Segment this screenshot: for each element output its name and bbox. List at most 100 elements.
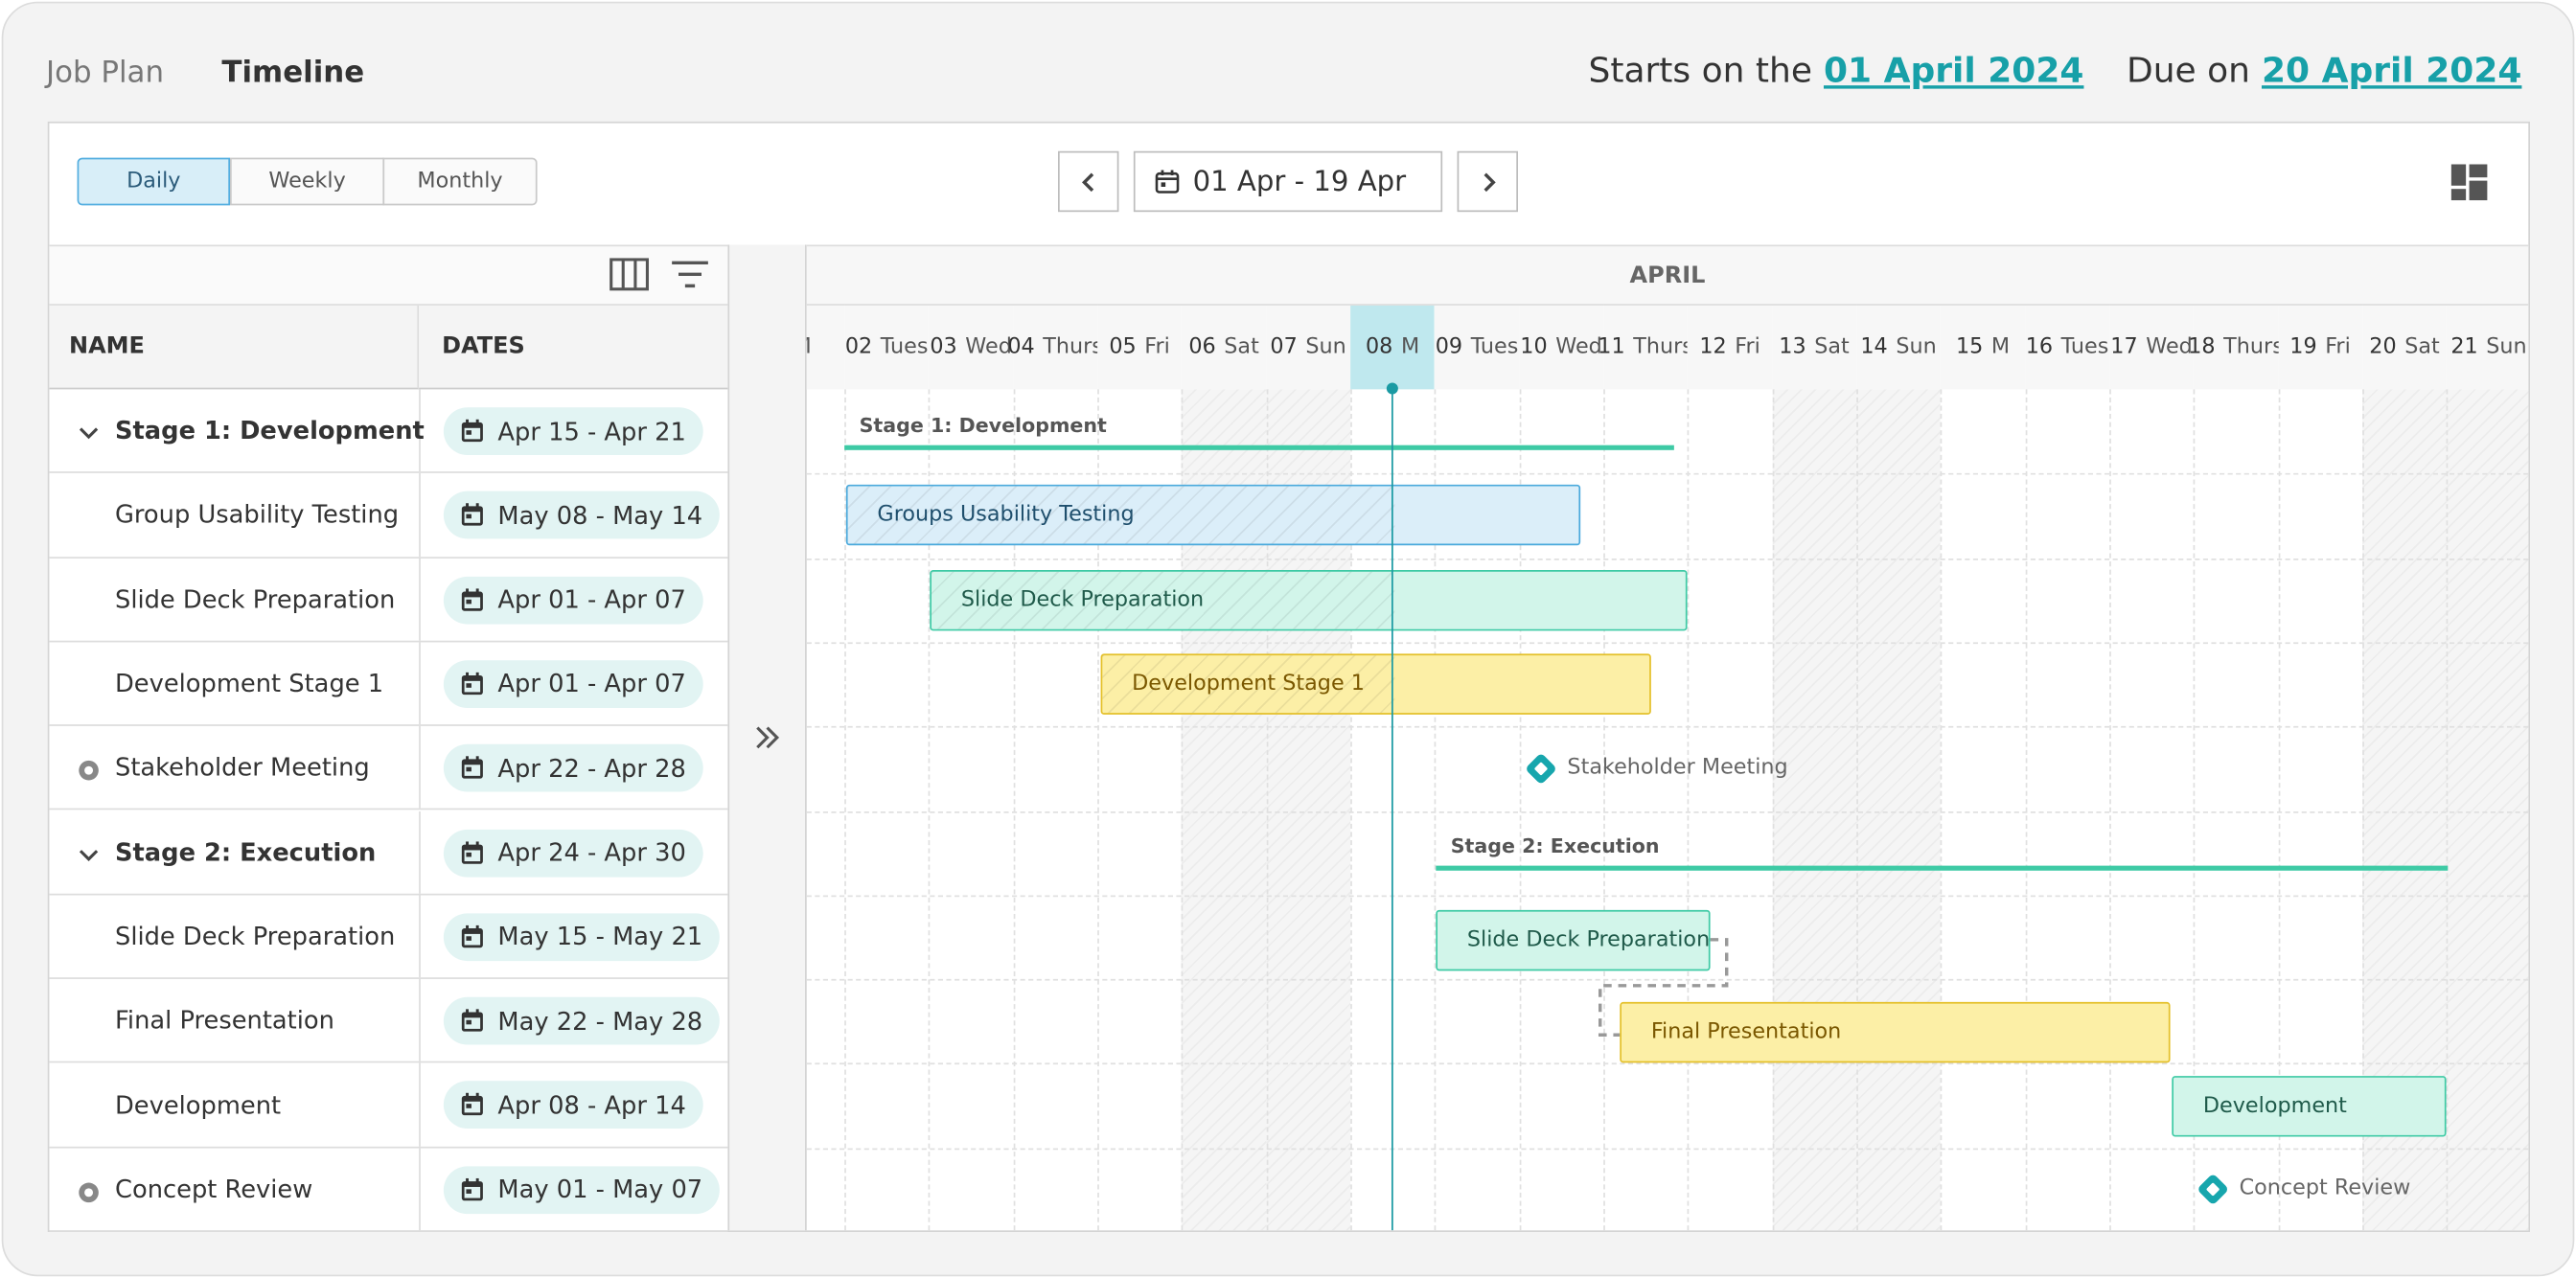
milestone-glyph [79,761,99,781]
task-bar[interactable]: Development Stage 1 [1100,653,1651,715]
day-name: Fri [1735,334,1760,360]
view-button[interactable]: Monthly [382,157,538,206]
grid-row[interactable]: Slide Deck Preparation Apr 01 - Apr 07 [49,558,728,643]
column-line [2447,389,2449,1231]
progress-hatch [1102,655,1394,714]
grid-row[interactable]: Concept Review May 01 - May 07 [49,1148,728,1232]
grid-row[interactable]: Group Usability Testing May 08 - May 14 [49,473,728,559]
prev-button[interactable] [1058,150,1119,213]
grid-row[interactable]: Stakeholder Meeting Apr 22 - Apr 28 [49,726,728,811]
calendar-icon [461,503,483,527]
date-text: Apr 08 - Apr 14 [497,1090,686,1121]
column-line [2194,389,2196,1231]
layout-icon[interactable] [2450,164,2488,201]
bar-label: Slide Deck Preparation [1466,927,1711,953]
date-chip[interactable]: Apr 08 - Apr 14 [443,1081,702,1130]
date-chip[interactable]: May 15 - May 21 [443,912,720,961]
day-header: 09 Tues [1435,305,1520,390]
task-bar[interactable]: Slide Deck Preparation [1436,909,1711,971]
task-name: Concept Review [115,1174,313,1204]
weekend-shade [1772,389,1857,1231]
date-chip[interactable]: May 01 - May 07 [443,1165,720,1214]
summary-label: Stage 2: Execution [1450,834,1660,858]
day-number: 11 [1598,334,1625,360]
grid-row[interactable]: Stage 2: Execution Apr 24 - Apr 30 [49,810,728,896]
day-header: 21 Sun [2447,305,2529,390]
filter-icon[interactable] [670,260,709,289]
day-name: Thurs [2223,334,2284,360]
column-line [1097,389,1099,1231]
summary-line[interactable] [844,445,1674,449]
milestone-diamond [2198,1175,2227,1204]
task-name: Group Usability Testing [115,500,400,530]
view-button[interactable]: Weekly [230,157,385,206]
row-line [806,642,2529,644]
task-bar[interactable]: Development [2172,1076,2447,1137]
expand-chevron[interactable] [78,421,101,444]
column-line [1519,389,1521,1231]
date-chip[interactable]: Apr 15 - Apr 21 [443,407,702,455]
date-text: Apr 15 - Apr 21 [497,416,686,446]
day-header: 19 Fri [2278,305,2363,390]
date-range[interactable]: 01 Apr - 19 Apr [1133,150,1443,213]
day-header: 17 Wed [2109,305,2195,390]
view-button[interactable]: Daily [77,157,231,206]
day-header: 12 Fri [1688,305,1773,390]
row-line [806,979,2529,981]
day-header: 05 Fri [1097,305,1183,390]
due-date[interactable]: 20 April 2024 [2261,51,2522,91]
date-chip[interactable]: Apr 24 - Apr 30 [443,829,702,877]
grid-row[interactable]: Development Apr 08 - Apr 14 [49,1063,728,1149]
task-bar[interactable]: Groups Usability Testing [845,484,1581,546]
row-line [806,726,2529,728]
day-number: 02 [844,334,873,360]
calendar-icon [461,1093,483,1116]
column-header[interactable]: DATES [419,305,728,390]
grid-row[interactable]: Stage 1: Development Apr 15 - Apr 21 [49,389,728,474]
day-number: 04 [1007,334,1035,360]
date-chip[interactable]: May 22 - May 28 [443,996,720,1045]
bar-label: Groups Usability Testing [877,502,1135,528]
task-bar[interactable]: Slide Deck Preparation [930,569,1688,631]
grid-row[interactable]: Slide Deck Preparation May 15 - May 21 [49,895,728,980]
day-header: 07 Sun [1266,305,1351,390]
day-number: 03 [930,334,957,360]
day-number: 20 [2369,334,2397,360]
start-date[interactable]: 01 April 2024 [1823,51,2084,91]
expand-chevron[interactable] [78,842,101,865]
dates-cell [419,1063,421,1147]
date-chip[interactable]: May 08 - May 14 [443,491,720,539]
day-name: Thurs [1043,334,1103,360]
day-number: 10 [1520,334,1548,360]
date-text: Apr 01 - Apr 07 [497,584,686,615]
task-name: Stage 2: Execution [115,836,377,867]
milestone-icon [78,1179,101,1202]
columns-icon[interactable] [610,258,649,291]
column-line [1856,389,1858,1231]
milestone[interactable] [1523,751,1559,787]
tab[interactable]: Timeline [221,56,365,91]
day-number: 17 [2110,334,2138,360]
bar-label: Slide Deck Preparation [960,587,1205,613]
milestone[interactable] [2195,1172,2231,1208]
date-chip[interactable]: Apr 01 - Apr 07 [443,660,702,708]
tab[interactable]: Job Plan [46,56,165,91]
column-header[interactable]: NAME [49,305,420,390]
bar-label: Development [2202,1093,2347,1119]
calendar-icon [461,756,483,779]
next-button[interactable] [1457,150,1519,213]
day-header: 14 Sun [1856,305,1942,390]
collapse-toggle[interactable] [727,244,807,1231]
grid-row[interactable]: Development Stage 1 Apr 01 - Apr 07 [49,642,728,727]
grid-row[interactable]: Final Presentation May 22 - May 28 [49,979,728,1064]
date-chip[interactable]: Apr 22 - Apr 28 [443,744,702,792]
date-chip[interactable]: Apr 01 - Apr 07 [443,576,702,624]
task-bar[interactable]: Final Presentation [1620,1001,2171,1063]
chevron-down [79,849,99,861]
milestone-diamond [1527,754,1555,784]
day-header: 16 Tues [2025,305,2110,390]
task-name: Slide Deck Preparation [115,921,396,951]
summary-line[interactable] [1436,865,2449,870]
